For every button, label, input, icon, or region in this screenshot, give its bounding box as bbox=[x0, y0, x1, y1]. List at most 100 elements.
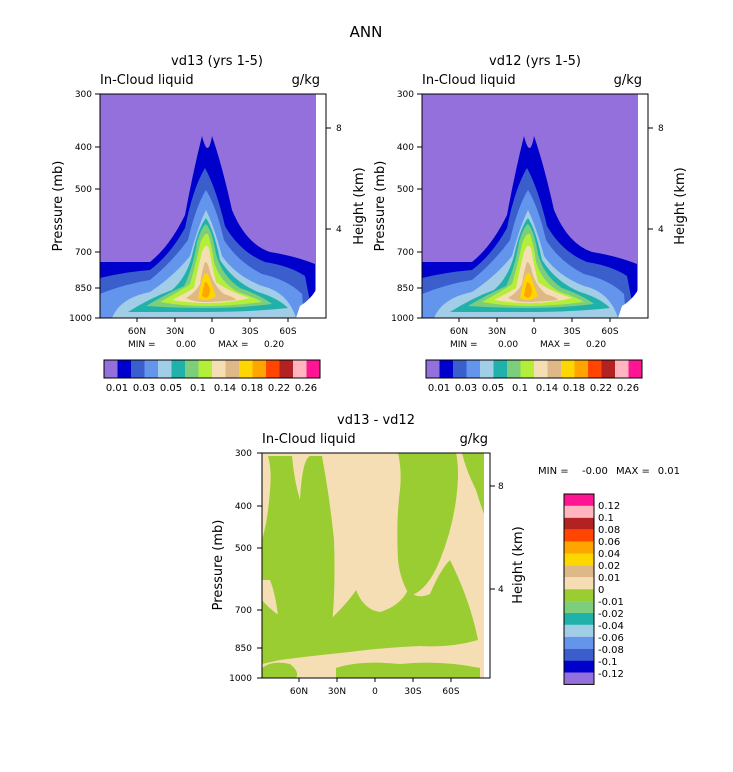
y-tick-label: 500 bbox=[397, 185, 414, 195]
colorbar-label: 0.04 bbox=[598, 549, 620, 560]
variable-label: In-Cloud liquid bbox=[262, 432, 356, 447]
x-tick-label: 60N bbox=[450, 327, 468, 337]
y-axis-title: Pressure (mb) bbox=[211, 520, 226, 611]
x-tick-label: 30N bbox=[488, 327, 506, 337]
min-max-readout: MIN = 0.00 MAX = 0.20 bbox=[128, 340, 284, 350]
y-tick-label: 400 bbox=[75, 143, 92, 153]
colorbar-label: 0.02 bbox=[598, 561, 620, 572]
colorbar-label: 0.03 bbox=[133, 383, 155, 394]
panel-title: vd13 (yrs 1-5) bbox=[171, 54, 263, 69]
x-tick-label: 60N bbox=[128, 327, 146, 337]
colorbar-label: -0.04 bbox=[598, 621, 624, 632]
colorbar-label: -0.06 bbox=[598, 633, 624, 644]
contour-level-8 bbox=[508, 262, 558, 302]
colorbar-label: 0.01 bbox=[106, 383, 128, 394]
y-tick-label: 500 bbox=[235, 544, 252, 554]
x-tick-label: 0 bbox=[531, 327, 537, 337]
y-axis-title: Pressure (mb) bbox=[51, 161, 66, 252]
y-axis-left: 300 400 500 700 850 1000 bbox=[391, 90, 422, 324]
colorbar: 0.12 0.1 0.08 0.06 0.04 0.02 0.01 0 -0.0… bbox=[563, 493, 624, 685]
height-tick-label: 4 bbox=[658, 225, 664, 235]
colorbar-label: 0.12 bbox=[598, 501, 620, 512]
units-label: g/kg bbox=[614, 73, 642, 88]
panel-title: vd12 (yrs 1-5) bbox=[489, 54, 581, 69]
y-tick-label: 850 bbox=[397, 284, 414, 294]
y-axis-left: 300 400 500 700 850 1000 bbox=[229, 449, 262, 684]
y-tick-label: 700 bbox=[397, 248, 414, 258]
y-tick-label: 300 bbox=[75, 90, 92, 100]
x-tick-label: 30S bbox=[563, 327, 580, 337]
height-tick-label: 4 bbox=[336, 225, 342, 235]
plot-frame bbox=[99, 93, 327, 319]
x-tick-label: 30S bbox=[404, 687, 421, 697]
min-max-readout: MIN = -0.00 MAX = 0.01 bbox=[538, 466, 680, 477]
colorbar-label: -0.1 bbox=[598, 657, 618, 668]
x-tick-label: 30S bbox=[241, 327, 258, 337]
colorbar-label: 0.26 bbox=[295, 383, 317, 394]
contour-field bbox=[100, 94, 326, 318]
min-value: 0.00 bbox=[176, 340, 196, 350]
colorbar-label: 0.1 bbox=[190, 383, 206, 394]
colorbar-label: 0.05 bbox=[160, 383, 182, 394]
x-tick-label: 30N bbox=[166, 327, 184, 337]
y-tick-label: 850 bbox=[235, 644, 252, 654]
min-label: MIN = bbox=[538, 466, 569, 477]
difference-negative-region bbox=[262, 560, 478, 664]
colorbar-label: 0.18 bbox=[241, 383, 263, 394]
variable-label: In-Cloud liquid bbox=[422, 73, 516, 88]
y-tick-label: 1000 bbox=[229, 674, 252, 684]
colorbar-label: 0.14 bbox=[536, 383, 558, 394]
max-value: 0.20 bbox=[264, 340, 284, 350]
y-tick-label: 300 bbox=[397, 90, 414, 100]
min-label: MIN = bbox=[128, 340, 156, 350]
y-tick-label: 1000 bbox=[391, 314, 414, 324]
contour-level-7 bbox=[172, 245, 250, 303]
y-tick-label: 700 bbox=[235, 606, 252, 616]
contour-level-7 bbox=[494, 245, 572, 303]
units-label: g/kg bbox=[460, 432, 488, 447]
colorbar-label: 0.03 bbox=[455, 383, 477, 394]
y-axis-left: 300 400 500 700 850 1000 bbox=[69, 90, 100, 324]
colorbar-label: 0.22 bbox=[590, 383, 612, 394]
y-tick-label: 400 bbox=[397, 143, 414, 153]
colorbar-label: -0.01 bbox=[598, 597, 624, 608]
height-tick-label: 4 bbox=[498, 585, 504, 595]
panel-vd12: vd12 (yrs 1-5) In-Cloud liquid g/kg bbox=[373, 54, 688, 394]
max-value: 0.20 bbox=[586, 340, 606, 350]
colorbar-label: 0.06 bbox=[598, 537, 620, 548]
y-axis-title: Pressure (mb) bbox=[373, 161, 388, 252]
panel-difference: vd13 - vd12 In-Cloud liquid g/kg 300 400… bbox=[211, 413, 680, 697]
plot-frame bbox=[421, 93, 649, 319]
height-tick-label: 8 bbox=[658, 124, 664, 134]
colorbar-swatches bbox=[103, 359, 321, 379]
y-axis-right: 8 4 bbox=[648, 124, 664, 235]
min-max-readout: MIN = 0.00 MAX = 0.20 bbox=[450, 340, 606, 350]
x-tick-label: 60S bbox=[279, 327, 296, 337]
height-tick-label: 8 bbox=[336, 124, 342, 134]
x-tick-label: 0 bbox=[209, 327, 215, 337]
y-tick-label: 850 bbox=[75, 284, 92, 294]
difference-negative-region bbox=[462, 453, 490, 530]
difference-negative-region bbox=[262, 453, 335, 640]
plot-frame bbox=[261, 452, 491, 679]
colorbar-swatches bbox=[425, 359, 643, 379]
variable-label: In-Cloud liquid bbox=[100, 73, 194, 88]
x-axis: 60N 30N 0 30S 60S bbox=[128, 318, 297, 337]
x-tick-label: 60S bbox=[442, 687, 459, 697]
x-axis: 60N 30N 0 30S 60S bbox=[290, 678, 460, 697]
max-label: MAX = bbox=[616, 466, 650, 477]
colorbar-label: -0.02 bbox=[598, 609, 624, 620]
colorbar-label: 0.22 bbox=[268, 383, 290, 394]
y-tick-label: 1000 bbox=[69, 314, 92, 324]
max-label: MAX = bbox=[540, 340, 571, 350]
height-tick-label: 8 bbox=[498, 482, 504, 492]
y-tick-label: 500 bbox=[75, 185, 92, 195]
min-value: -0.00 bbox=[582, 466, 608, 477]
contour-level-8 bbox=[186, 262, 236, 302]
x-tick-label: 60S bbox=[601, 327, 618, 337]
contour-level-10 bbox=[524, 282, 532, 298]
x-axis: 60N 30N 0 30S 60S bbox=[450, 318, 619, 337]
colorbar-label: 0.1 bbox=[598, 513, 614, 524]
panel-vd13: vd13 (yrs 1-5) In-Cloud liquid g/kg bbox=[51, 54, 367, 394]
